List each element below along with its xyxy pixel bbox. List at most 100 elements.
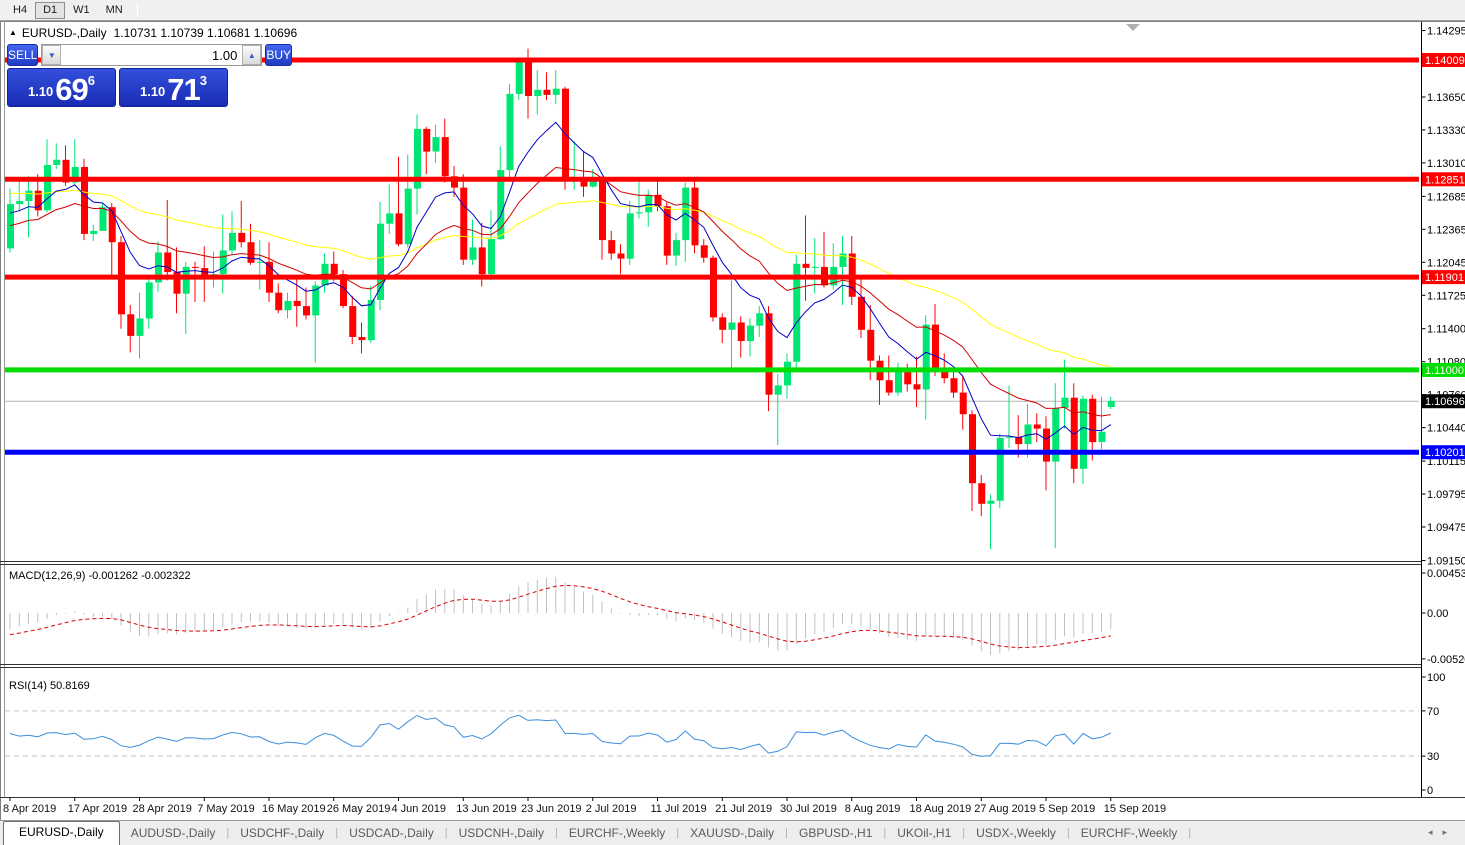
tab-separator: | bbox=[962, 827, 966, 839]
svg-text:1.12365: 1.12365 bbox=[1427, 224, 1465, 236]
tab-separator: | bbox=[226, 827, 230, 839]
tab-separator: | bbox=[1188, 827, 1192, 839]
svg-text:1.13650: 1.13650 bbox=[1427, 92, 1465, 104]
svg-text:-0.005205: -0.005205 bbox=[1427, 654, 1465, 666]
svg-text:30: 30 bbox=[1427, 751, 1439, 763]
svg-text:1.12045: 1.12045 bbox=[1427, 257, 1465, 269]
trade-panel-price-row: 1.10 69 6 1.10 71 3 bbox=[7, 68, 228, 107]
volume-input[interactable] bbox=[61, 45, 243, 65]
svg-text:1.10201: 1.10201 bbox=[1425, 447, 1465, 459]
svg-text:1.11725: 1.11725 bbox=[1427, 290, 1465, 302]
price-axis[interactable]: 1.14295 1.13650 1.13330 1.13010 1.12685 1.123… bbox=[1421, 22, 1465, 797]
svg-text:26 May 2019: 26 May 2019 bbox=[327, 803, 391, 815]
date-axis[interactable]: 8 Apr 2019 17 Apr 2019 28 Apr 2019 7 May 20… bbox=[3, 797, 1166, 816]
buy-price-prefix: 1.10 bbox=[139, 84, 166, 99]
timeframe-button-h4[interactable]: H4 bbox=[13, 4, 28, 16]
pane-splitters[interactable] bbox=[0, 561, 1465, 798]
chart-shift-marker-icon[interactable] bbox=[1126, 24, 1140, 31]
tab-separator: | bbox=[883, 827, 887, 839]
symbol-tab-usdcnh-daily[interactable]: USDCNH-,Daily bbox=[458, 826, 544, 840]
tab-separator: | bbox=[785, 827, 789, 839]
buy-price-display[interactable]: 1.10 71 3 bbox=[119, 68, 228, 107]
macd-signal-line bbox=[9, 584, 1111, 649]
chart-ohlc-values: 1.10731 1.10739 1.10681 1.10696 bbox=[113, 26, 298, 40]
svg-text:1.11400: 1.11400 bbox=[1427, 324, 1465, 336]
svg-text:MACD(12,26,9) -0.001262 -0.002: MACD(12,26,9) -0.001262 -0.002322 bbox=[9, 570, 191, 582]
symbol-tab-eurchf-weekly[interactable]: EURCHF-,Weekly bbox=[568, 826, 666, 840]
one-click-trade-panel: SELL ▼ ▲ BUY 1.10 69 6 1.10 71 3 bbox=[7, 44, 293, 107]
rsi-line bbox=[9, 714, 1112, 757]
sell-price-prefix: 1.10 bbox=[27, 84, 54, 99]
sell-price-display[interactable]: 1.10 69 6 bbox=[7, 68, 116, 107]
candles bbox=[7, 48, 1115, 550]
symbol-tabbar: EURUSD-,Daily AUDUSD-,Daily | USDCHF-,Daily… bbox=[0, 820, 1465, 845]
svg-text:0: 0 bbox=[1427, 785, 1433, 797]
chart-window-frame bbox=[0, 21, 1465, 820]
volume-group: ▼ ▲ bbox=[41, 44, 263, 66]
svg-text:8 Aug 2019: 8 Aug 2019 bbox=[845, 803, 901, 815]
svg-text:1.09475: 1.09475 bbox=[1427, 522, 1465, 534]
svg-text:16 May 2019: 16 May 2019 bbox=[262, 803, 326, 815]
collapse-arrow-icon[interactable]: ▲ bbox=[9, 28, 17, 37]
svg-text:7 May 2019: 7 May 2019 bbox=[197, 803, 254, 815]
symbol-tab-usdx-weekly[interactable]: USDX-,Weekly bbox=[976, 826, 1056, 840]
macd-histogram bbox=[9, 576, 1112, 655]
timeframe-button-mn[interactable]: MN bbox=[105, 4, 123, 16]
tab-scroll-arrows[interactable]: ◂▸ bbox=[1427, 827, 1457, 837]
sell-price-main: 69 bbox=[55, 72, 88, 107]
symbol-tab-usdcad-daily[interactable]: USDCAD-,Daily bbox=[349, 826, 434, 840]
svg-text:15 Sep 2019: 15 Sep 2019 bbox=[1104, 803, 1166, 815]
svg-text:13 Jun 2019: 13 Jun 2019 bbox=[456, 803, 517, 815]
volume-decrease-button[interactable]: ▼ bbox=[42, 45, 62, 65]
tab-separator: | bbox=[676, 827, 680, 839]
symbol-tab-gbpusd-h1[interactable]: GBPUSD-,H1 bbox=[799, 826, 873, 840]
svg-text:70: 70 bbox=[1427, 706, 1439, 718]
rsi-pane[interactable] bbox=[5, 710, 1419, 757]
timeframe-button-d1[interactable]: D1 bbox=[35, 1, 66, 19]
symbol-tab-usdchf-daily[interactable]: USDCHF-,Daily bbox=[240, 826, 325, 840]
symbol-tab-eurusd-daily[interactable]: EURUSD-,Daily bbox=[3, 821, 120, 845]
svg-text:1.11901: 1.11901 bbox=[1425, 272, 1464, 284]
symbol-tab-xauusd-daily[interactable]: XAUUSD-,Daily bbox=[690, 826, 775, 840]
tab-separator: | bbox=[1066, 827, 1070, 839]
svg-text:RSI(14) 50.8169: RSI(14) 50.8169 bbox=[9, 680, 90, 692]
svg-text:1.09150: 1.09150 bbox=[1427, 555, 1465, 567]
chart-canvas[interactable]: MACD(12,26,9) -0.001262 -0.002322 RSI(14)… bbox=[0, 0, 1465, 820]
svg-text:11 Jul 2019: 11 Jul 2019 bbox=[651, 803, 707, 815]
macd-pane[interactable] bbox=[9, 576, 1112, 655]
svg-text:1.13330: 1.13330 bbox=[1427, 125, 1465, 137]
svg-text:1.12851: 1.12851 bbox=[1425, 174, 1465, 186]
svg-text:5 Sep 2019: 5 Sep 2019 bbox=[1039, 803, 1095, 815]
timeframe-toolbar: H4 D1 W1 MN bbox=[0, 0, 1465, 21]
timeframe-button-w1[interactable]: W1 bbox=[73, 4, 90, 16]
svg-text:0.00: 0.00 bbox=[1427, 608, 1448, 620]
svg-text:1.14295: 1.14295 bbox=[1427, 26, 1465, 38]
svg-text:100: 100 bbox=[1427, 672, 1445, 684]
chart-title: ▲ EURUSD-,Daily 1.10731 1.10739 1.10681 1.… bbox=[9, 26, 297, 40]
svg-text:30 Jul 2019: 30 Jul 2019 bbox=[780, 803, 837, 815]
tab-separator: | bbox=[335, 827, 339, 839]
sell-price-pipette: 6 bbox=[87, 73, 96, 88]
svg-text:1.10696: 1.10696 bbox=[1425, 396, 1465, 408]
svg-text:8 Apr 2019: 8 Apr 2019 bbox=[3, 803, 56, 815]
symbol-tab-eurchf-weekly[interactable]: EURCHF-,Weekly bbox=[1080, 826, 1178, 840]
rsi-level-lines bbox=[5, 710, 1419, 757]
svg-text:2 Jul 2019: 2 Jul 2019 bbox=[586, 803, 637, 815]
svg-text:18 Aug 2019: 18 Aug 2019 bbox=[910, 803, 972, 815]
svg-text:1.12685: 1.12685 bbox=[1427, 191, 1465, 203]
price-pane[interactable] bbox=[5, 48, 1419, 550]
svg-text:1.09795: 1.09795 bbox=[1427, 489, 1465, 501]
sell-button[interactable]: SELL bbox=[7, 44, 39, 66]
buy-button[interactable]: BUY bbox=[265, 44, 293, 66]
svg-text:27 Aug 2019: 27 Aug 2019 bbox=[974, 803, 1036, 815]
svg-text:28 Apr 2019: 28 Apr 2019 bbox=[133, 803, 192, 815]
tab-separator: | bbox=[554, 827, 558, 839]
svg-text:23 Jun 2019: 23 Jun 2019 bbox=[521, 803, 582, 815]
symbol-tab-audusd-daily[interactable]: AUDUSD-,Daily bbox=[130, 826, 216, 840]
tab-separator: | bbox=[444, 827, 448, 839]
volume-increase-button[interactable]: ▲ bbox=[242, 45, 262, 65]
symbol-tab-ukoil-h1[interactable]: UKOil-,H1 bbox=[897, 826, 952, 840]
svg-text:1.10440: 1.10440 bbox=[1427, 423, 1465, 435]
svg-text:17 Apr 2019: 17 Apr 2019 bbox=[68, 803, 127, 815]
